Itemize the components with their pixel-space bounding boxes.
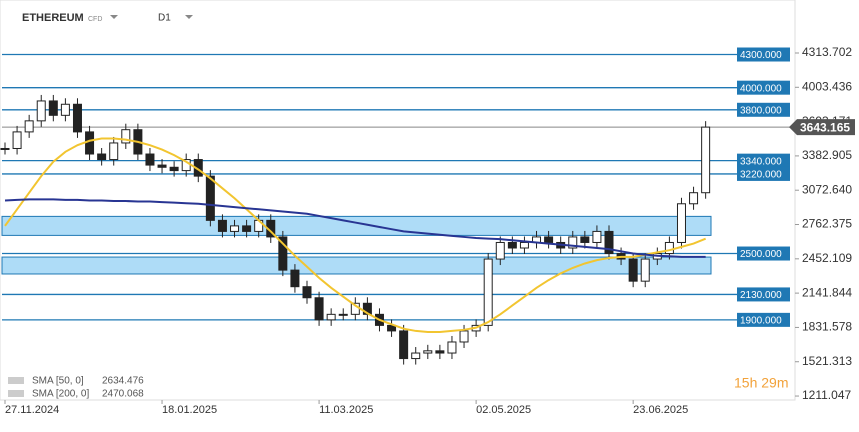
legend-name: SMA [50, 0] bbox=[32, 376, 84, 387]
price-tag bbox=[789, 119, 855, 136]
candle bbox=[97, 153, 107, 161]
candle bbox=[701, 126, 711, 194]
y-tick-label: 1211.047 bbox=[802, 388, 851, 402]
interval[interactable]: D1 bbox=[158, 13, 171, 24]
level-tag bbox=[737, 312, 790, 327]
level-tag bbox=[737, 47, 790, 62]
x-tick-label: 02.05.2025 bbox=[476, 404, 531, 416]
candle bbox=[145, 153, 155, 166]
candle bbox=[121, 129, 131, 144]
candle bbox=[544, 236, 554, 243]
level-label: 2130.000 bbox=[740, 290, 782, 301]
y-tick-label: 1831.578 bbox=[802, 320, 852, 334]
candle bbox=[689, 192, 699, 205]
y-tick-label: 4313.702 bbox=[802, 45, 852, 59]
price-label: 3643.165 bbox=[800, 120, 850, 134]
x-tick-label: 18.01.2025 bbox=[162, 404, 217, 416]
candle bbox=[278, 236, 288, 271]
symbol-kind: CFD bbox=[88, 16, 102, 23]
dropdown-icon[interactable] bbox=[185, 15, 193, 19]
candle bbox=[230, 225, 240, 232]
y-tick-label: 1521.313 bbox=[802, 354, 852, 368]
level-tag bbox=[737, 80, 790, 95]
candle bbox=[338, 313, 348, 316]
candle bbox=[302, 286, 312, 299]
candle bbox=[109, 142, 119, 161]
candle bbox=[507, 241, 517, 249]
candle bbox=[314, 297, 324, 321]
level-label: 2500.000 bbox=[740, 249, 782, 260]
dropdown-icon[interactable] bbox=[110, 15, 118, 19]
level-label: 3800.000 bbox=[740, 105, 782, 116]
level-tag bbox=[737, 102, 790, 117]
x-tick-label: 27.11.2024 bbox=[5, 404, 59, 416]
candle bbox=[447, 341, 457, 354]
candle bbox=[387, 324, 397, 332]
y-tick-label: 3072.640 bbox=[802, 182, 852, 196]
level-label: 4000.000 bbox=[740, 83, 782, 94]
candle bbox=[580, 236, 590, 243]
candle bbox=[435, 350, 445, 354]
candle bbox=[628, 258, 638, 282]
candle bbox=[664, 241, 674, 255]
zone bbox=[1, 215, 712, 236]
candle bbox=[36, 100, 46, 122]
candle bbox=[326, 313, 336, 321]
candle bbox=[24, 120, 34, 133]
zone bbox=[1, 256, 712, 275]
candle bbox=[568, 236, 578, 249]
candle bbox=[85, 131, 95, 155]
candle bbox=[217, 219, 227, 232]
symbol[interactable]: ETHEREUM bbox=[22, 12, 84, 24]
y-tick-label: 2141.844 bbox=[802, 285, 852, 299]
x-tick-label: 11.03.2025 bbox=[319, 404, 373, 416]
level-label: 1900.000 bbox=[740, 316, 782, 327]
candle bbox=[411, 352, 421, 360]
x-tick-label: 23.06.2025 bbox=[633, 404, 688, 416]
candle bbox=[423, 350, 433, 354]
candle bbox=[519, 241, 529, 249]
candle bbox=[399, 330, 409, 360]
candle bbox=[60, 103, 70, 116]
candle bbox=[290, 269, 300, 288]
level-label: 4300.000 bbox=[740, 50, 782, 61]
candle bbox=[48, 100, 58, 116]
candle bbox=[157, 164, 167, 168]
candle bbox=[169, 166, 179, 172]
level-label: 3220.000 bbox=[740, 170, 782, 181]
sma-line bbox=[4, 137, 707, 334]
level-label: 3340.000 bbox=[740, 156, 782, 167]
level-tag bbox=[737, 166, 790, 181]
legend-name: SMA [200, 0] bbox=[32, 389, 89, 400]
candle bbox=[676, 203, 686, 243]
candle bbox=[495, 241, 505, 260]
plot-area bbox=[0, 0, 796, 401]
candle bbox=[242, 225, 252, 232]
y-tick-label: 4003.436 bbox=[802, 79, 852, 93]
level-tag bbox=[737, 153, 790, 168]
candle bbox=[72, 103, 82, 133]
level-tag bbox=[737, 246, 790, 261]
y-tick-label: 2452.109 bbox=[802, 251, 852, 265]
candle bbox=[0, 147, 10, 150]
candle bbox=[205, 175, 215, 221]
legend-value: 2470.068 bbox=[102, 389, 144, 400]
y-tick-label: 2762.375 bbox=[802, 217, 852, 231]
candle bbox=[604, 230, 614, 255]
y-tick-label: 3382.905 bbox=[802, 148, 852, 162]
sma-line bbox=[4, 198, 706, 258]
legend-icon bbox=[8, 377, 24, 384]
candle bbox=[12, 131, 22, 149]
legend-value: 2634.476 bbox=[102, 376, 144, 387]
candle bbox=[483, 258, 493, 326]
timer: 15h 29m bbox=[734, 375, 788, 391]
candle bbox=[459, 330, 469, 343]
candle bbox=[592, 230, 602, 243]
candle bbox=[640, 258, 650, 282]
level-tag bbox=[737, 287, 790, 302]
legend-icon bbox=[8, 390, 24, 397]
